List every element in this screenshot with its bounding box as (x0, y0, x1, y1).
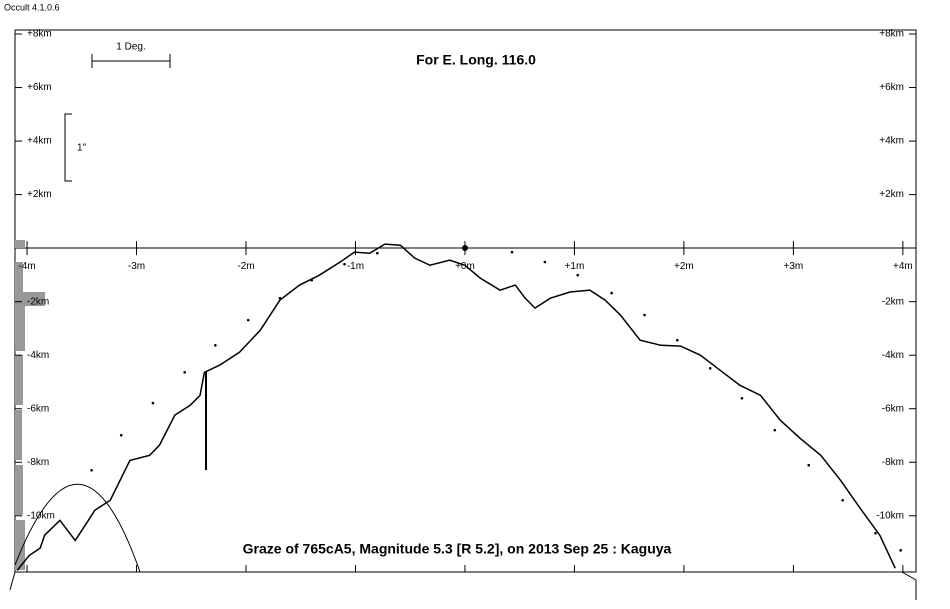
limb-dot (874, 531, 877, 535)
y-tick-label: -4km (882, 350, 904, 361)
limb-dot (278, 296, 282, 300)
limb-dot (643, 313, 646, 317)
y-tick-label: +6km (27, 82, 52, 93)
x-tick-label: +3m (784, 261, 804, 272)
x-tick-label: +0m (455, 261, 475, 272)
y-tick-label: -10km (27, 510, 55, 521)
limb-dot (773, 428, 777, 432)
limb-arc (14, 483, 141, 573)
caption: Graze of 765cA5, Magnitude 5.3 [R 5.2], … (243, 541, 672, 557)
y-tick-label: -8km (27, 457, 49, 468)
x-tick-label: -3m (128, 261, 145, 272)
y-tick-label: -2km (882, 296, 904, 307)
x-tick-label: +4m (893, 261, 913, 272)
limb-dot (543, 260, 547, 264)
limb-dot (214, 343, 217, 347)
limb-dot (183, 371, 186, 374)
y-tick-label: +4km (879, 136, 904, 147)
limb-dot (151, 401, 155, 405)
y-tick-label: +2km (879, 189, 904, 200)
limb-dot (676, 338, 679, 342)
profile-line (16, 243, 896, 571)
limb-dot (841, 498, 844, 502)
x-tick-label: -2m (237, 261, 254, 272)
degree-scale (91, 54, 171, 68)
x-tick-label: -4m (18, 261, 35, 272)
y-tick-label: +2km (27, 189, 52, 200)
limb-dot (310, 278, 313, 282)
app-title: Occult 4.1.0.6 (4, 2, 60, 12)
plot-frame (14, 29, 917, 573)
x-tick-label: +1m (565, 261, 585, 272)
y-tick-label: +8km (879, 29, 904, 40)
limb-dot (246, 318, 250, 322)
histogram (15, 240, 45, 570)
y-tick-label: +4km (27, 136, 52, 147)
limb-dot (610, 291, 613, 295)
y-tick-label: -4km (27, 350, 49, 361)
y-tick-label: -2km (27, 296, 49, 307)
x-tick-label: -1m (347, 261, 364, 272)
x-tick-label: +2m (674, 261, 694, 272)
limb-dot (119, 433, 123, 437)
limb-dot (90, 468, 93, 472)
y-tick-label: -8km (882, 457, 904, 468)
limb-dot (708, 367, 712, 370)
limb-dot (576, 273, 580, 277)
limb-dot (510, 250, 514, 254)
arcsec-scale (64, 113, 72, 182)
limb-dot (740, 396, 744, 400)
limb-dot (899, 549, 902, 552)
y-tick-label: -10km (876, 510, 904, 521)
y-tick-label: -6km (27, 403, 49, 414)
limb-dot (343, 262, 346, 266)
limb-dot (807, 463, 811, 467)
limb-dot (376, 251, 379, 255)
y-tick-label: -6km (882, 403, 904, 414)
y-tick-label: +6km (879, 82, 904, 93)
degree-scale-label: 1 Deg. (116, 42, 145, 53)
frame-extension (9, 571, 917, 600)
chart-title: For E. Long. 116.0 (416, 52, 536, 68)
y-tick-label: +8km (27, 29, 52, 40)
arcsec-scale-label: 1" (77, 143, 87, 154)
